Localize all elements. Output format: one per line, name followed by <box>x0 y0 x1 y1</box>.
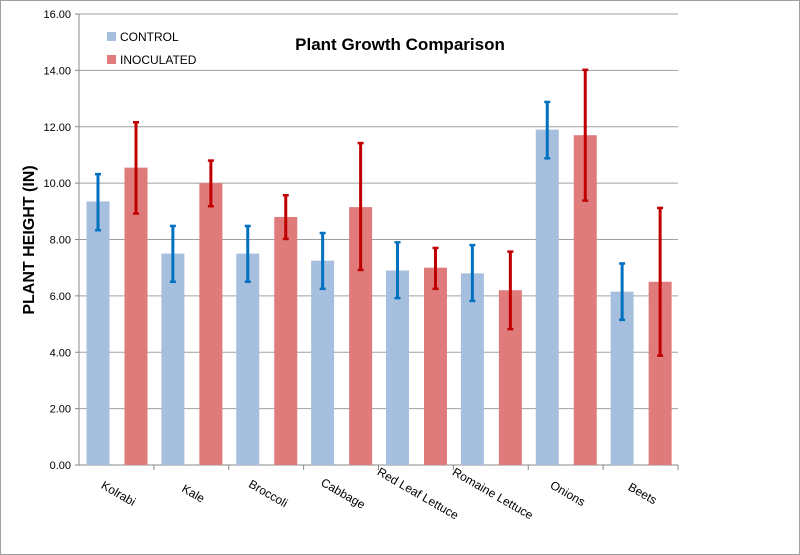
bar-inoculated-broccoli <box>274 216 298 465</box>
bar-control-cabbage <box>311 260 335 465</box>
y-tick-label: 0.00 <box>50 460 71 472</box>
bar-control-beets <box>610 291 634 465</box>
y-tick-label: 16.00 <box>43 9 71 21</box>
bar-control-kolrabi <box>86 201 110 465</box>
y-axis-label: PLANT HEIGHT (IN) <box>21 165 38 314</box>
bar-control-broccoli <box>236 253 260 465</box>
bar-inoculated-cabbage <box>349 207 373 465</box>
bar-inoculated-kale <box>199 183 223 465</box>
bar-control-romaine-lettuce <box>460 273 484 465</box>
y-tick-label: 4.00 <box>50 347 71 359</box>
bar-control-red-leaf-lettuce <box>386 270 409 465</box>
bar-inoculated-onions <box>573 135 597 466</box>
y-tick-label: 10.00 <box>43 178 71 190</box>
bar-control-onions <box>535 129 559 465</box>
y-tick-label: 8.00 <box>50 235 71 247</box>
legend-swatch-inoculated <box>107 55 116 64</box>
legend: CONTROL INOCULATED <box>107 30 197 67</box>
y-tick-label: 12.00 <box>43 122 71 134</box>
bar-inoculated-kolrabi <box>124 167 148 465</box>
bar-inoculated-beets <box>648 281 672 465</box>
bar-inoculated-red-leaf-lettuce <box>424 267 447 465</box>
bar-control-kale <box>161 253 185 465</box>
y-tick-label: 14.00 <box>43 65 71 77</box>
y-tick-label: 2.00 <box>50 404 71 416</box>
legend-label-inoculated: INOCULATED <box>120 53 197 67</box>
legend-label-control: CONTROL <box>120 30 179 44</box>
chart-title: Plant Growth Comparison <box>295 35 505 54</box>
legend-swatch-control <box>107 32 116 41</box>
bar-inoculated-romaine-lettuce <box>498 290 522 465</box>
y-tick-label: 6.00 <box>50 291 71 303</box>
